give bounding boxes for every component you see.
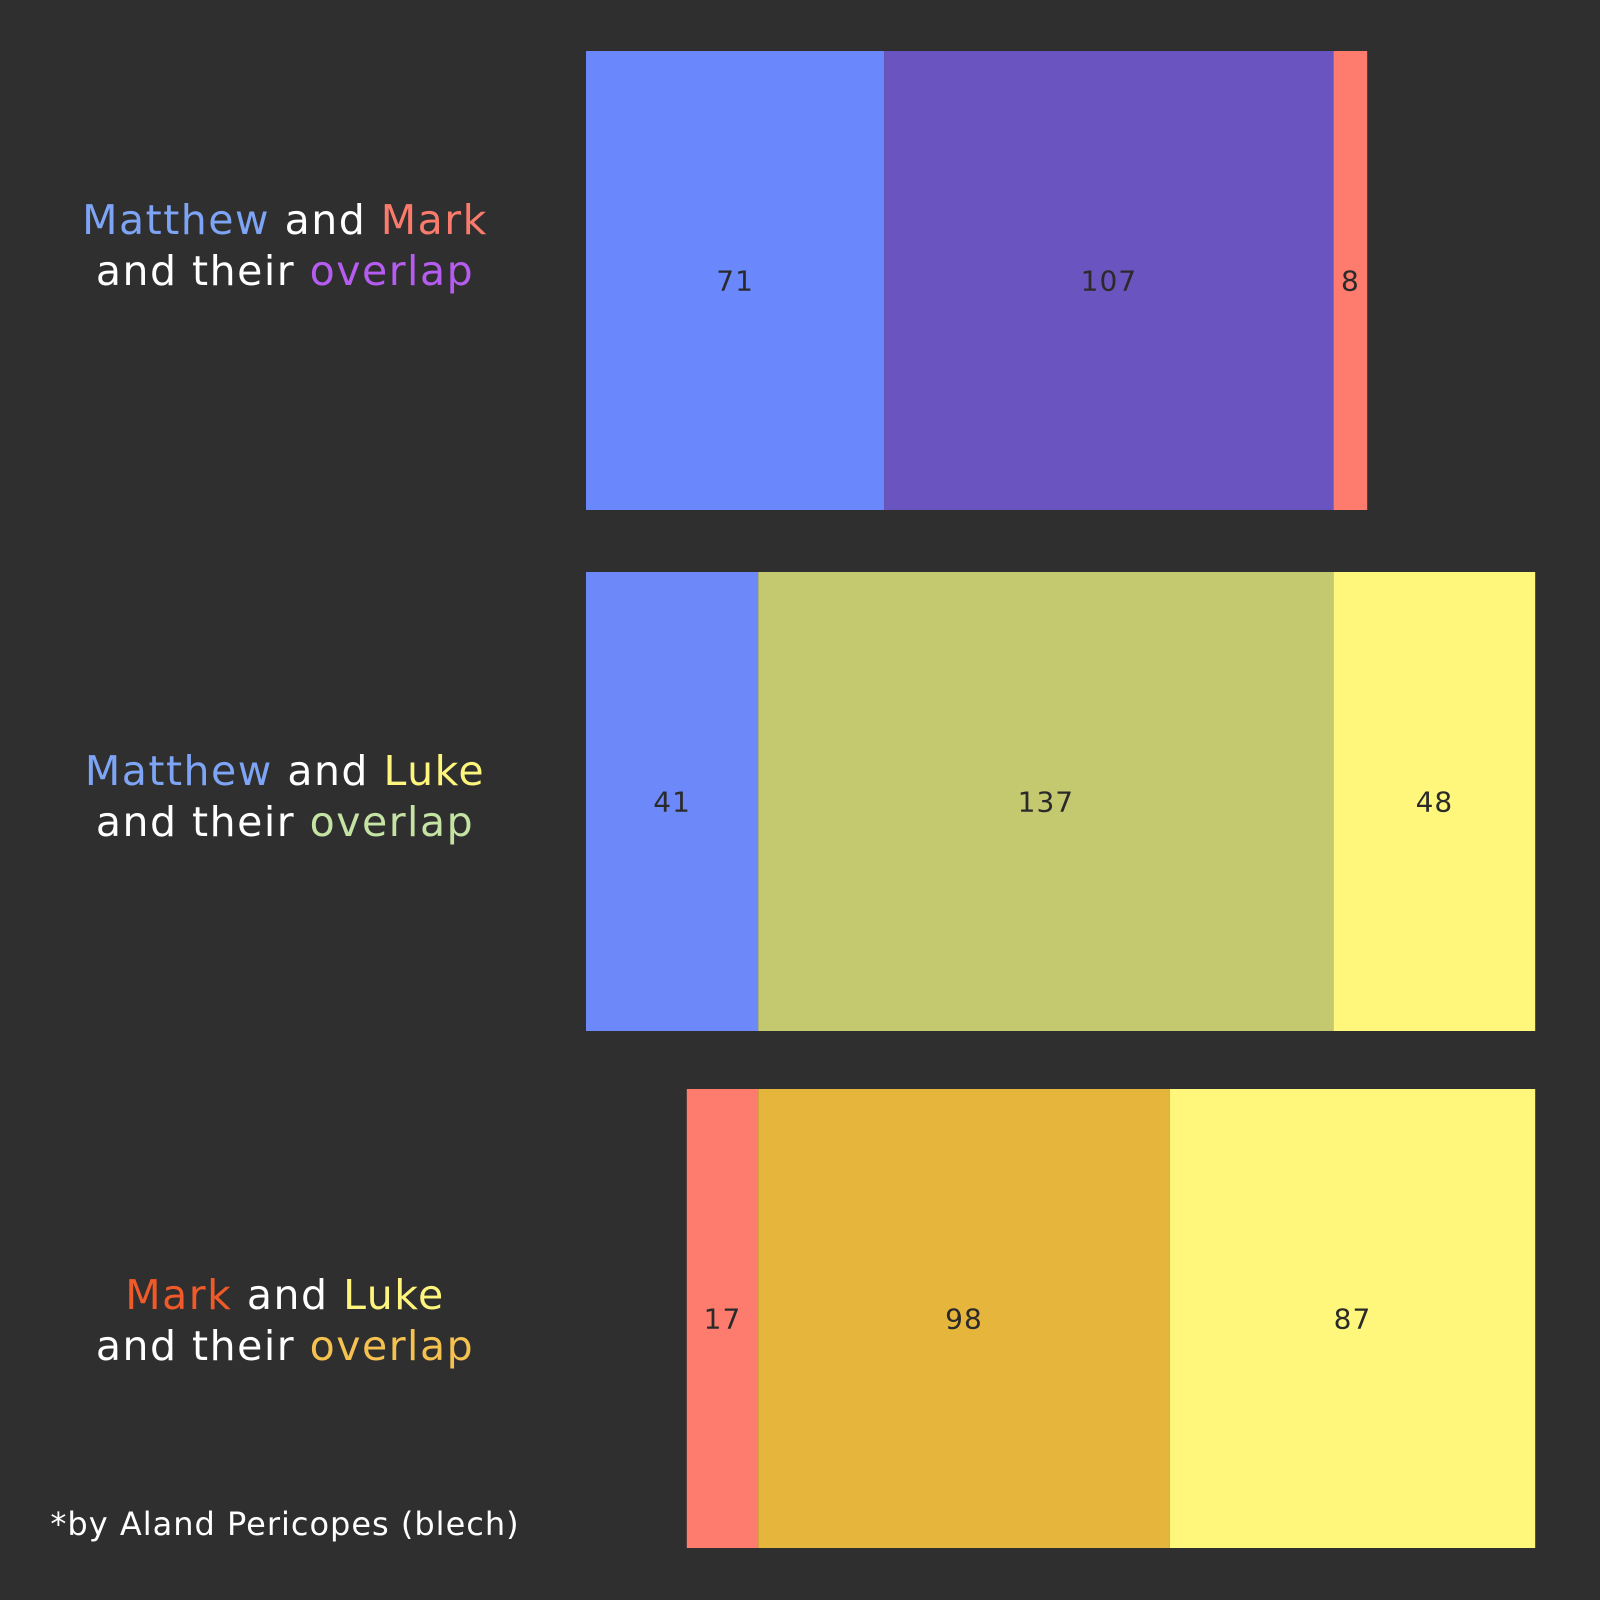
row-title-fragment: overlap	[309, 247, 475, 295]
row-title-line: Matthew and Luke	[40, 746, 530, 797]
bar-segment	[1333, 51, 1368, 510]
row-title-line: and their overlap	[40, 1321, 530, 1372]
row-title-line: Mark and Luke	[40, 1270, 530, 1321]
bar-segment	[586, 572, 759, 1031]
row-title-line: and their overlap	[40, 246, 530, 297]
bar-segment	[1169, 1089, 1536, 1548]
row-title-fragment: Matthew	[82, 196, 271, 244]
row-title-fragment: Mark	[380, 196, 488, 244]
row-title-matthew-luke: Matthew and Luke and their overlap	[40, 746, 530, 848]
row-title-line: and their overlap	[40, 797, 530, 848]
footnote: *by Aland Pericopes (blech)	[50, 1505, 520, 1543]
row-title-fragment: Mark	[125, 1271, 233, 1319]
stacked-bar-1: 41 137 48	[586, 572, 1536, 1031]
bar-segment	[586, 51, 885, 510]
bar-segment	[1333, 572, 1536, 1031]
row-title-fragment: overlap	[309, 798, 475, 846]
stacked-bar-2: 17 98 87	[686, 1089, 1536, 1548]
row-title-fragment: and	[232, 1271, 344, 1319]
bar-segment-label: 137	[1018, 786, 1074, 819]
bar-segment-label: 87	[1334, 1303, 1372, 1336]
bar-segment-label: 107	[1081, 265, 1137, 298]
row-title-line: Matthew and Mark	[40, 195, 530, 246]
row-title-fragment: and	[272, 747, 384, 795]
row-title-fragment: and their	[95, 1322, 310, 1370]
bar-segment	[884, 51, 1334, 510]
bar-segment-label: 98	[945, 1303, 983, 1336]
row-title-mark-luke: Mark and Luke and their overlap	[40, 1270, 530, 1372]
row-title-fragment: Matthew	[84, 747, 273, 795]
bar-segment	[758, 572, 1334, 1031]
bar-segment-label: 41	[653, 786, 691, 819]
bar-segment-label: 48	[1416, 786, 1454, 819]
bar-segment-label: 71	[716, 265, 754, 298]
row-title-matthew-mark: Matthew and Mark and their overlap	[40, 195, 530, 297]
bar-segment-label: 8	[1341, 265, 1360, 298]
row-title-fragment: and	[270, 196, 381, 244]
stacked-bar-0: 71 107 8	[586, 51, 1368, 510]
row-title-fragment: overlap	[309, 1322, 475, 1370]
bar-segment	[686, 1089, 759, 1548]
row-title-fragment: Luke	[383, 747, 486, 795]
bar-segment-label: 17	[704, 1303, 742, 1336]
row-title-fragment: and their	[95, 247, 310, 295]
row-title-fragment: and their	[95, 798, 310, 846]
row-title-fragment: Luke	[343, 1271, 445, 1319]
bar-segment	[758, 1089, 1170, 1548]
